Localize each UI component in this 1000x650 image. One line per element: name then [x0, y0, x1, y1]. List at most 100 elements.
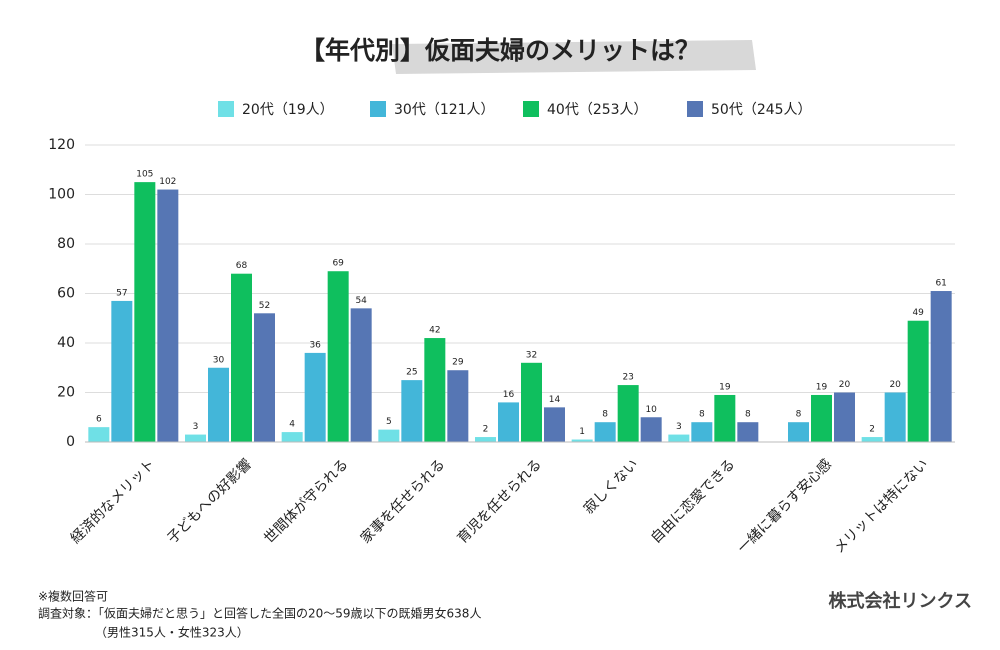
value-label: 8 — [602, 410, 608, 420]
bar — [350, 308, 372, 442]
note: ※複数回答可 — [38, 589, 108, 604]
value-label: 52 — [259, 301, 270, 311]
value-label: 32 — [526, 350, 537, 360]
value-label: 19 — [719, 382, 731, 392]
bar — [208, 367, 229, 442]
value-label: 36 — [309, 340, 321, 350]
value-label: 20 — [839, 380, 851, 390]
note: 調査対象：「仮面夫婦だと思う」と回答した全国の20〜59歳以下の既婚男女638人 — [38, 606, 481, 621]
value-label: 5 — [386, 417, 392, 427]
value-label: 23 — [622, 373, 633, 383]
bar — [714, 394, 736, 442]
x-tick-label: 寂しくない — [581, 456, 642, 517]
bar — [691, 422, 713, 442]
x-tick-label: 世間体が守られる — [261, 456, 352, 547]
bar — [254, 313, 275, 442]
y-tick-label: 40 — [57, 335, 75, 351]
bar — [668, 434, 690, 442]
bar — [378, 429, 400, 442]
bar — [884, 392, 906, 442]
value-label: 25 — [406, 368, 417, 378]
value-label: 3 — [193, 422, 199, 432]
value-label: 30 — [213, 355, 225, 365]
bar — [571, 439, 593, 442]
value-label: 105 — [136, 170, 153, 180]
y-tick-label: 80 — [57, 236, 75, 252]
bar — [88, 427, 110, 442]
bar — [231, 273, 252, 442]
legend-label: 50代（245人） — [711, 102, 812, 118]
x-tick-label: 一緒に暮らす安心感 — [734, 456, 835, 557]
value-label: 69 — [332, 259, 344, 269]
value-label: 4 — [289, 420, 295, 430]
bar — [447, 370, 469, 442]
value-label: 8 — [796, 410, 802, 420]
value-label: 2 — [483, 425, 489, 435]
value-label: 49 — [912, 308, 924, 318]
bar — [475, 437, 496, 442]
bar — [907, 320, 929, 442]
value-label: 54 — [355, 296, 367, 306]
bar — [544, 407, 565, 442]
bar — [424, 338, 446, 442]
legend-swatch — [218, 101, 234, 117]
note: （男性315人・女性323人） — [95, 625, 249, 640]
x-tick-label: メリットは特にない — [831, 456, 931, 556]
value-label: 2 — [869, 425, 875, 435]
value-label: 102 — [159, 177, 176, 187]
bar — [930, 291, 952, 442]
bar — [617, 385, 639, 442]
value-label: 19 — [816, 382, 828, 392]
legend-swatch — [370, 101, 386, 117]
bar — [594, 422, 616, 442]
bar — [737, 422, 759, 442]
x-tick-label: 家事を任せられる — [357, 456, 448, 547]
value-label: 6 — [96, 415, 102, 425]
legend-label: 40代（253人） — [547, 102, 648, 118]
value-label: 8 — [699, 410, 705, 420]
x-tick-label: 経済的なメリット — [68, 456, 159, 547]
bar — [185, 434, 206, 442]
value-label: 42 — [429, 326, 440, 336]
bar — [788, 422, 809, 442]
bar — [811, 394, 832, 442]
credit: 株式会社リンクス — [829, 590, 972, 612]
value-label: 10 — [645, 405, 657, 415]
y-tick-label: 120 — [48, 137, 75, 153]
bar — [640, 417, 662, 442]
y-tick-label: 60 — [57, 286, 75, 302]
chart-title: 【年代別】仮面夫婦のメリットは？ — [300, 36, 700, 65]
legend-swatch — [523, 101, 539, 117]
y-tick-label: 20 — [57, 385, 75, 401]
bar — [861, 437, 883, 442]
bar — [834, 392, 855, 442]
bar — [134, 182, 156, 442]
x-tick-label: 自由に恋愛できる — [647, 456, 738, 547]
bar — [111, 300, 133, 442]
bar — [327, 271, 349, 442]
legend-swatch — [687, 101, 703, 117]
value-label: 8 — [745, 410, 751, 420]
legend-label: 30代（121人） — [394, 102, 495, 118]
value-label: 3 — [676, 422, 682, 432]
value-label: 20 — [889, 380, 901, 390]
y-tick-label: 100 — [48, 187, 75, 203]
value-label: 16 — [503, 390, 515, 400]
x-tick-label: 子どもへの好影響 — [164, 456, 255, 547]
value-label: 29 — [452, 358, 464, 368]
value-label: 68 — [236, 261, 248, 271]
value-label: 14 — [549, 395, 561, 405]
bar — [157, 189, 179, 442]
y-tick-label: 0 — [66, 434, 75, 450]
bar — [304, 352, 326, 442]
bar — [498, 402, 519, 442]
value-label: 1 — [579, 427, 585, 437]
title-highlight — [392, 40, 756, 74]
bar — [281, 432, 303, 442]
legend-label: 20代（19人） — [242, 102, 334, 118]
value-label: 61 — [935, 279, 946, 289]
value-label: 57 — [116, 288, 127, 298]
bar — [521, 362, 542, 442]
bar — [401, 380, 423, 442]
